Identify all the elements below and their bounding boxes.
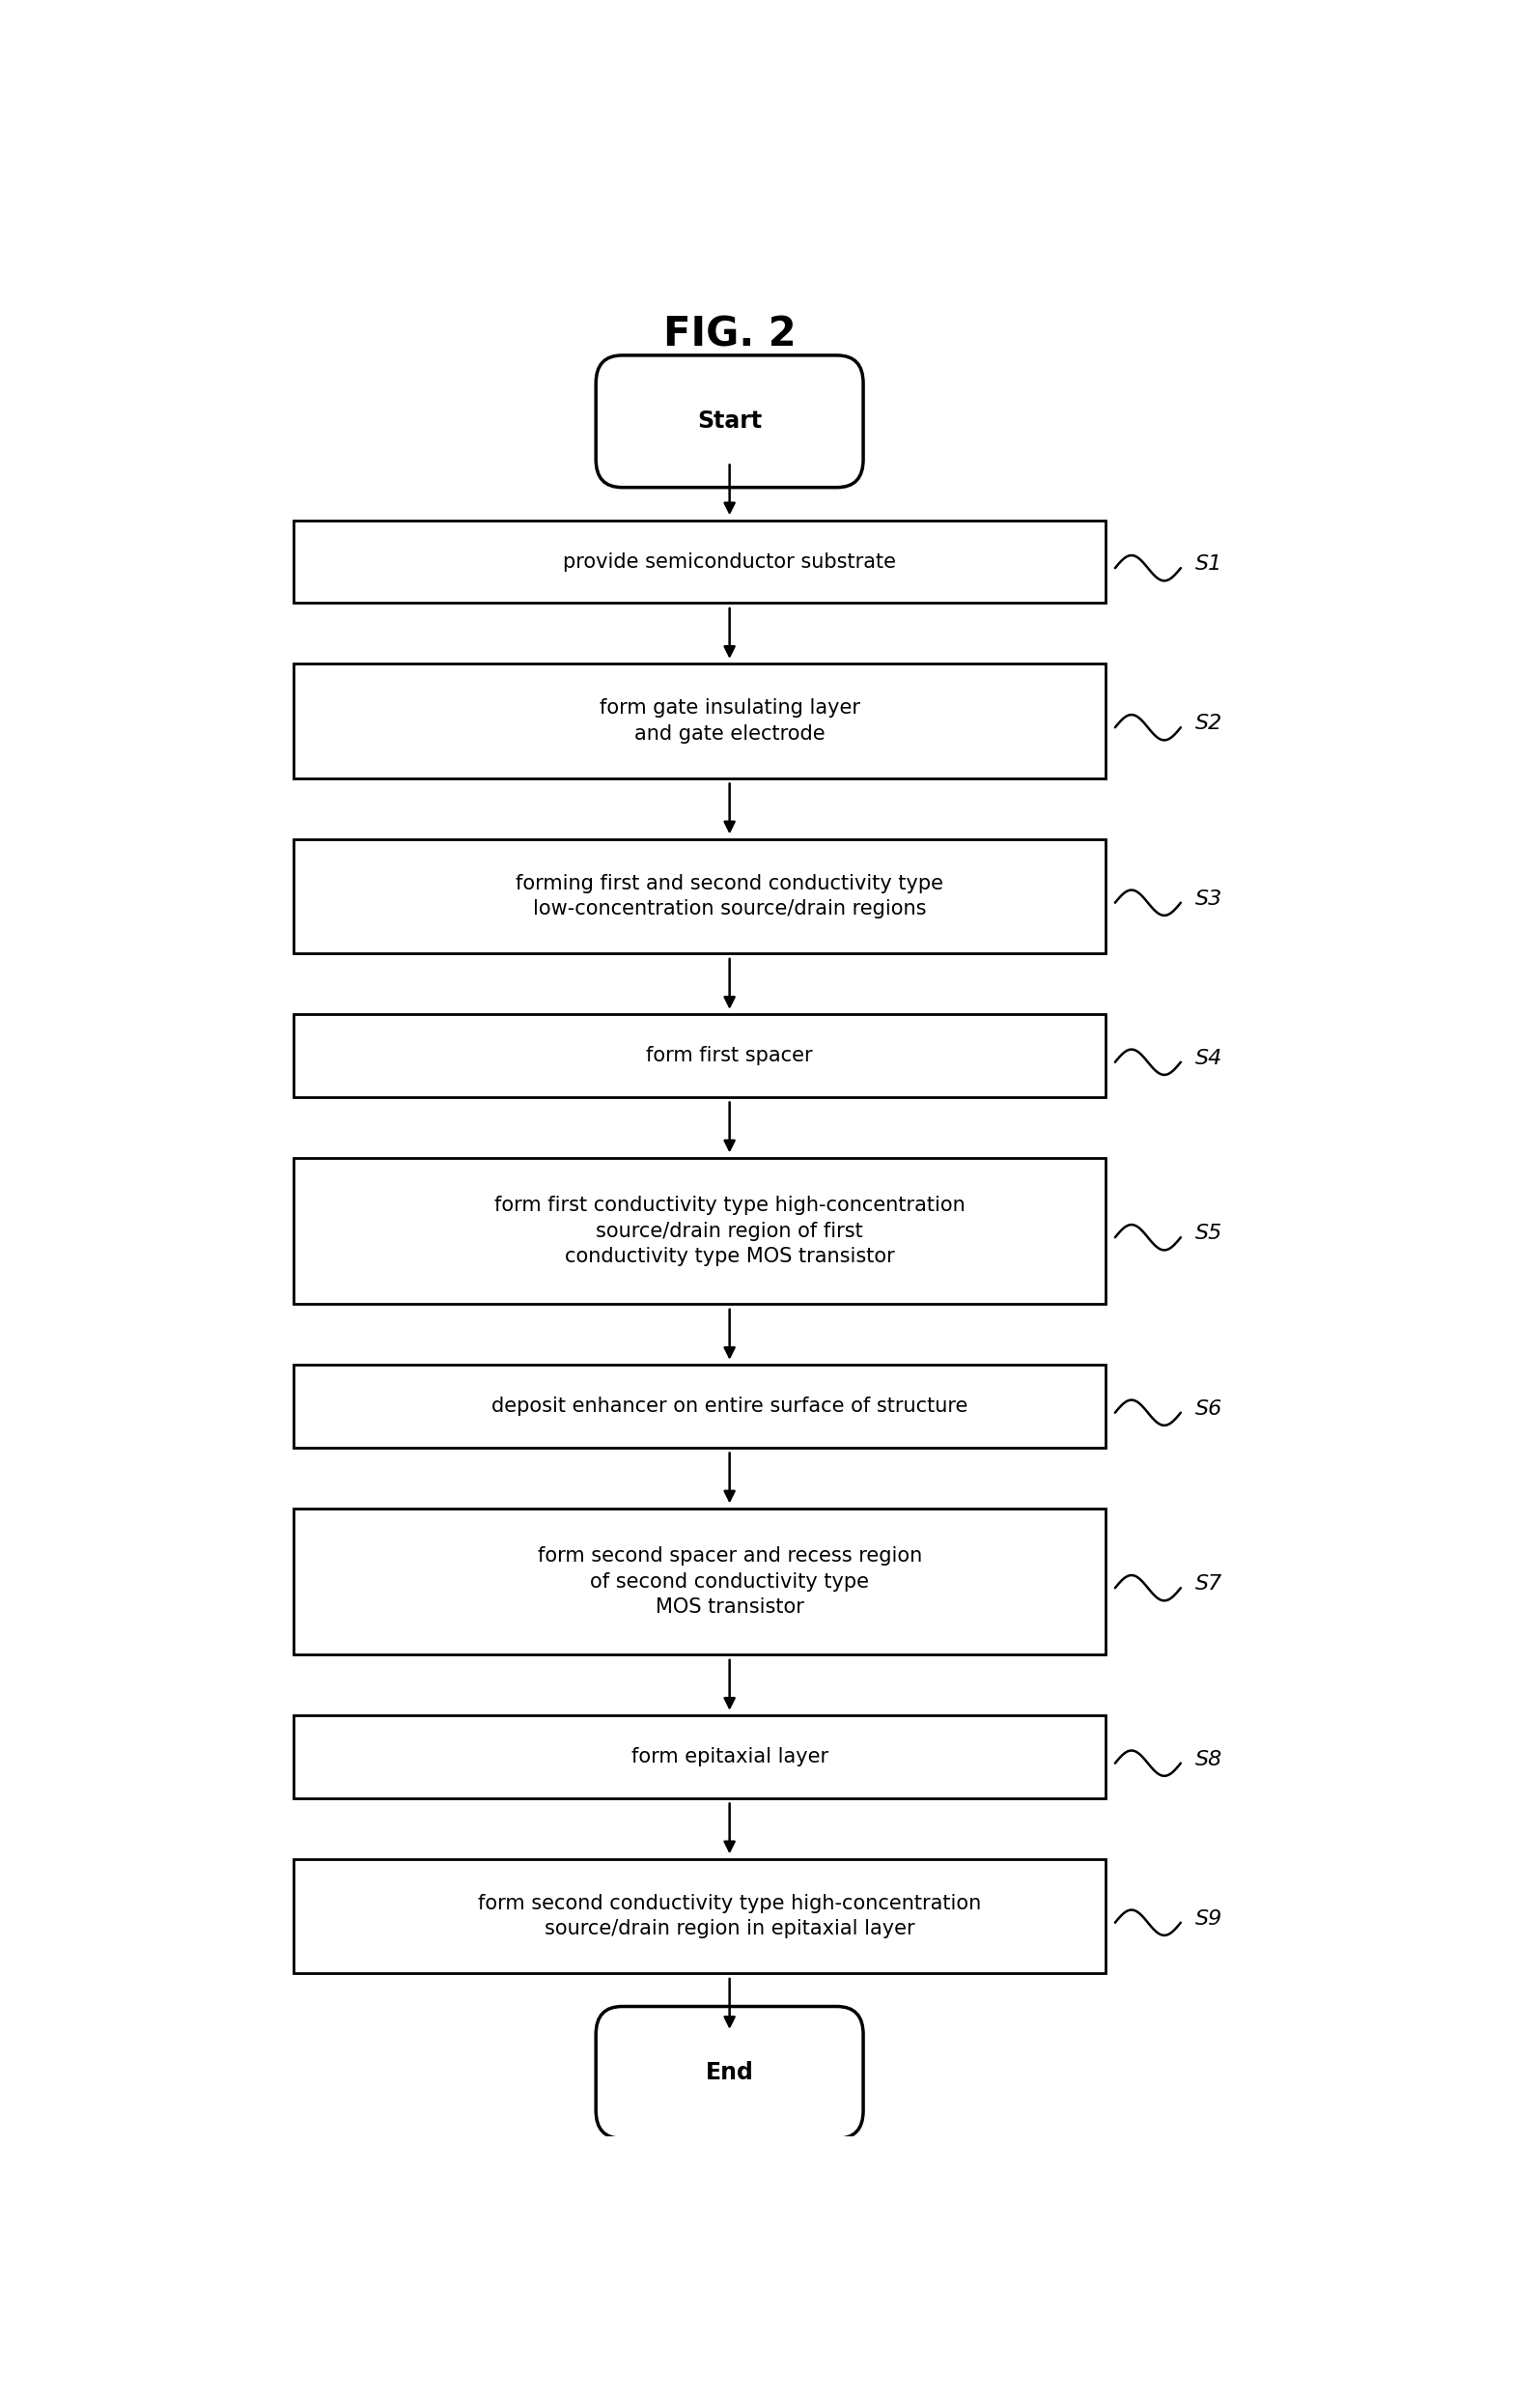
Text: S9: S9 xyxy=(1195,1908,1223,1930)
Bar xyxy=(294,1510,1106,1654)
Text: S3: S3 xyxy=(1195,890,1223,910)
Bar xyxy=(294,1716,1106,1798)
Bar xyxy=(294,1159,1106,1303)
Bar xyxy=(294,1015,1106,1097)
Bar xyxy=(294,521,1106,602)
Bar xyxy=(294,665,1106,778)
Text: FIG. 2: FIG. 2 xyxy=(664,314,796,355)
Text: S8: S8 xyxy=(1195,1750,1223,1769)
Text: S1: S1 xyxy=(1195,554,1223,574)
Text: deposit enhancer on entire surface of structure: deposit enhancer on entire surface of st… xyxy=(491,1397,967,1416)
Text: form epitaxial layer: form epitaxial layer xyxy=(631,1747,829,1766)
Text: form gate insulating layer
and gate electrode: form gate insulating layer and gate elec… xyxy=(599,698,859,744)
Bar xyxy=(294,1366,1106,1447)
Text: S6: S6 xyxy=(1195,1399,1223,1418)
Text: S5: S5 xyxy=(1195,1224,1223,1243)
Text: S4: S4 xyxy=(1195,1049,1223,1068)
Text: Start: Start xyxy=(698,410,762,432)
Text: form second spacer and recess region
of second conductivity type
MOS transistor: form second spacer and recess region of … xyxy=(537,1546,922,1618)
Bar xyxy=(294,1860,1106,1973)
FancyBboxPatch shape xyxy=(596,2006,864,2138)
Text: forming first and second conductivity type
low-concentration source/drain region: forming first and second conductivity ty… xyxy=(516,874,944,919)
FancyBboxPatch shape xyxy=(596,355,864,487)
Text: S7: S7 xyxy=(1195,1574,1223,1594)
Bar xyxy=(294,840,1106,953)
Text: form first conductivity type high-concentration
source/drain region of first
con: form first conductivity type high-concen… xyxy=(494,1195,966,1267)
Text: S2: S2 xyxy=(1195,713,1223,734)
Text: form first spacer: form first spacer xyxy=(647,1046,813,1066)
Text: End: End xyxy=(705,2062,753,2083)
Text: provide semiconductor substrate: provide semiconductor substrate xyxy=(564,552,896,571)
Text: form second conductivity type high-concentration
source/drain region in epitaxia: form second conductivity type high-conce… xyxy=(477,1894,981,1939)
